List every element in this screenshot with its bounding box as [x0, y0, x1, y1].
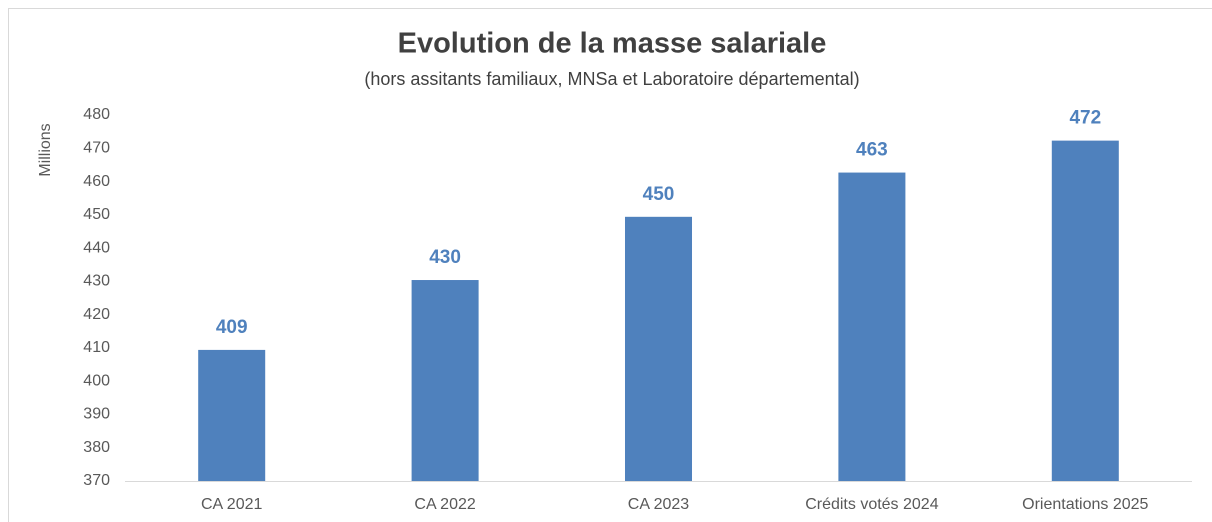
value-label: 472 [1069, 108, 1101, 129]
value-label: 409 [216, 317, 248, 338]
y-tick-label: 440 [83, 239, 110, 256]
chart-title: Evolution de la masse salariale [398, 28, 827, 60]
y-tick-label: 430 [83, 273, 110, 290]
chart-subtitle: (hors assitants familiaux, MNSa et Labor… [364, 69, 859, 89]
y-axis-label: Millions [37, 123, 54, 176]
x-tick-label: CA 2022 [414, 496, 475, 513]
y-tick-label: 450 [83, 206, 110, 223]
y-tick-label: 370 [83, 472, 110, 489]
y-tick-label: 420 [83, 306, 110, 323]
x-tick-label: Crédits votés 2024 [805, 496, 939, 513]
bar [411, 280, 479, 481]
x-tick-label: CA 2023 [628, 496, 689, 513]
y-tick-label: 390 [83, 406, 110, 423]
y-tick-label: 460 [83, 173, 110, 190]
y-tick-label: 400 [83, 372, 110, 389]
value-label: 463 [856, 140, 888, 161]
value-label: 430 [429, 247, 461, 268]
bar [838, 172, 906, 481]
value-label: 450 [643, 184, 675, 205]
x-tick-label: CA 2021 [201, 496, 262, 513]
bar [624, 216, 693, 481]
y-tick-label: 470 [83, 139, 110, 156]
chart-border [8, 8, 1212, 522]
bar [1051, 140, 1119, 481]
y-tick-label: 480 [83, 106, 110, 123]
x-tick-label: Orientations 2025 [1022, 496, 1148, 513]
bar [198, 349, 266, 481]
y-tick-label: 410 [83, 339, 110, 356]
y-tick-label: 380 [83, 439, 110, 456]
